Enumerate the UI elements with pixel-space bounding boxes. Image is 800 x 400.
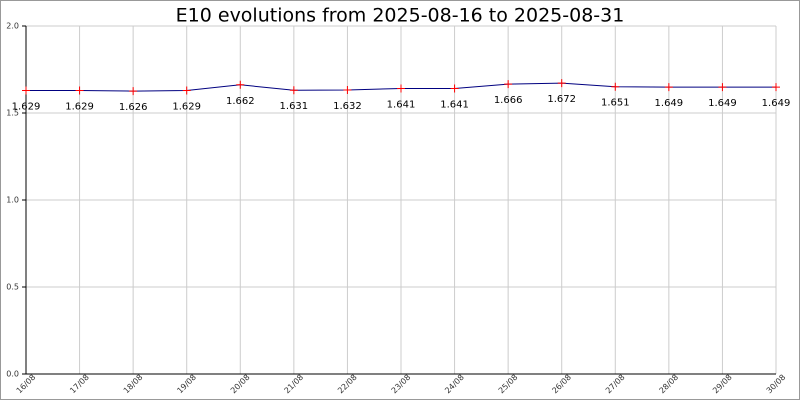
marker bbox=[504, 80, 513, 89]
value-label: 1.672 bbox=[547, 94, 576, 105]
y-tick-label: 0.0 bbox=[6, 370, 19, 379]
value-label: 1.631 bbox=[280, 101, 309, 112]
value-label: 1.651 bbox=[601, 98, 630, 109]
marker bbox=[129, 87, 138, 96]
marker bbox=[182, 86, 191, 95]
y-tick-label: 1.5 bbox=[6, 109, 19, 118]
value-label: 1.649 bbox=[655, 98, 684, 109]
value-label: 1.641 bbox=[387, 99, 416, 110]
marker bbox=[75, 86, 84, 95]
marker bbox=[718, 83, 727, 92]
value-label: 1.666 bbox=[494, 95, 523, 106]
marker bbox=[772, 83, 780, 92]
y-tick-label: 2.0 bbox=[6, 22, 19, 31]
value-label: 1.629 bbox=[65, 102, 94, 113]
marker bbox=[664, 83, 673, 92]
marker bbox=[343, 86, 352, 95]
marker bbox=[397, 84, 405, 93]
y-tick-label: 0.5 bbox=[6, 283, 19, 292]
value-label: 1.629 bbox=[172, 102, 201, 113]
value-label: 1.649 bbox=[762, 98, 791, 109]
chart-title: E10 evolutions from 2025-08-16 to 2025-0… bbox=[176, 5, 625, 27]
marker bbox=[450, 84, 459, 93]
value-label: 1.662 bbox=[226, 96, 255, 107]
marker bbox=[557, 79, 566, 88]
value-label: 1.626 bbox=[119, 102, 148, 113]
value-label: 1.632 bbox=[333, 101, 362, 112]
marker bbox=[22, 86, 30, 95]
marker bbox=[236, 80, 245, 89]
y-tick-label: 1.0 bbox=[6, 196, 19, 205]
marker bbox=[611, 82, 620, 91]
value-label: 1.649 bbox=[708, 98, 737, 109]
marker bbox=[289, 86, 298, 95]
value-label: 1.641 bbox=[440, 99, 469, 110]
value-label: 1.629 bbox=[12, 102, 41, 113]
